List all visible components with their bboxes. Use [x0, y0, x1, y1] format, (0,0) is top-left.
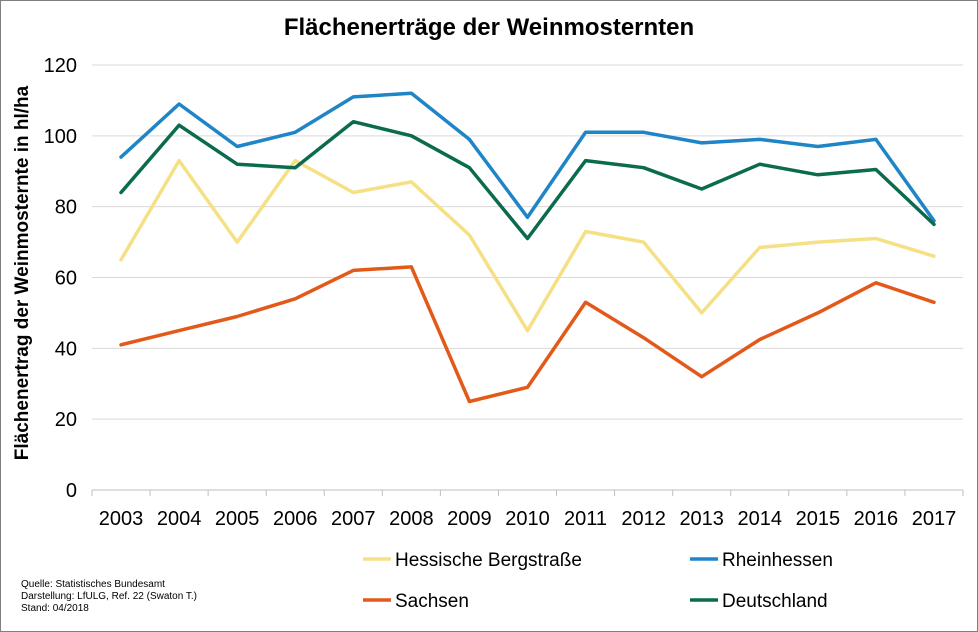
x-tick-label: 2004: [157, 508, 202, 530]
y-tick-label: 100: [44, 126, 77, 148]
x-tick-label: 2010: [505, 508, 550, 530]
series-line-deutschland: [119, 119, 936, 241]
source-line-3: Stand: 04/2018: [21, 603, 89, 614]
x-tick-labels: 2003 2004 2005 2006 2007 2008 2009 2010 2011 2012…: [99, 508, 956, 530]
x-tick-label: 2017: [912, 508, 957, 530]
y-axis-label: Flächenertrag der Weinmosternte in hl/ha: [12, 85, 33, 460]
legend-label: Sachsen: [395, 591, 469, 612]
x-tick-label: 2008: [389, 508, 434, 530]
x-tick-label: 2007: [331, 508, 376, 530]
legend-label: Rheinhessen: [722, 550, 833, 571]
chart-title: Flächenerträge der Weinmosternten: [284, 14, 694, 41]
x-tick-label: 2013: [679, 508, 724, 530]
gridlines: [92, 64, 963, 420]
legend-label: Deutschland: [722, 591, 828, 612]
x-tick-label: 2014: [738, 508, 783, 530]
legend-label: Hessische Bergstraße: [395, 550, 582, 571]
x-tick-label: 2005: [215, 508, 260, 530]
x-tick-label: 2012: [621, 508, 666, 530]
x-tick-label: 2006: [273, 508, 318, 530]
axes: [91, 489, 964, 496]
y-tick-label: 40: [55, 338, 77, 360]
y-tick-label: 0: [66, 480, 77, 502]
legend: Hessische Bergstraße Rheinhessen Sachsen De…: [363, 550, 833, 612]
x-tick-label: 2003: [99, 508, 144, 530]
x-tick-label: 2009: [447, 508, 492, 530]
series-line-hessische-bergstrasse: [119, 158, 936, 333]
source-line-1: Quelle: Statistisches Bundesamt: [21, 579, 165, 590]
y-tick-label: 60: [55, 268, 77, 290]
y-tick-label: 80: [55, 197, 77, 219]
y-tick-label: 20: [55, 409, 77, 431]
series-line-rheinhessen: [119, 91, 936, 223]
series-lines: [119, 91, 936, 404]
x-tick-label: 2015: [796, 508, 841, 530]
y-tick-labels: 0 20 40 60 80 100 120: [44, 55, 77, 502]
series-line-sachsen: [119, 265, 936, 404]
source-line-2: Darstellung: LfULG, Ref. 22 (Swaton T.): [21, 591, 198, 602]
y-tick-label: 120: [44, 55, 77, 77]
x-tick-label: 2011: [564, 508, 607, 530]
x-tick-label: 2016: [854, 508, 899, 530]
